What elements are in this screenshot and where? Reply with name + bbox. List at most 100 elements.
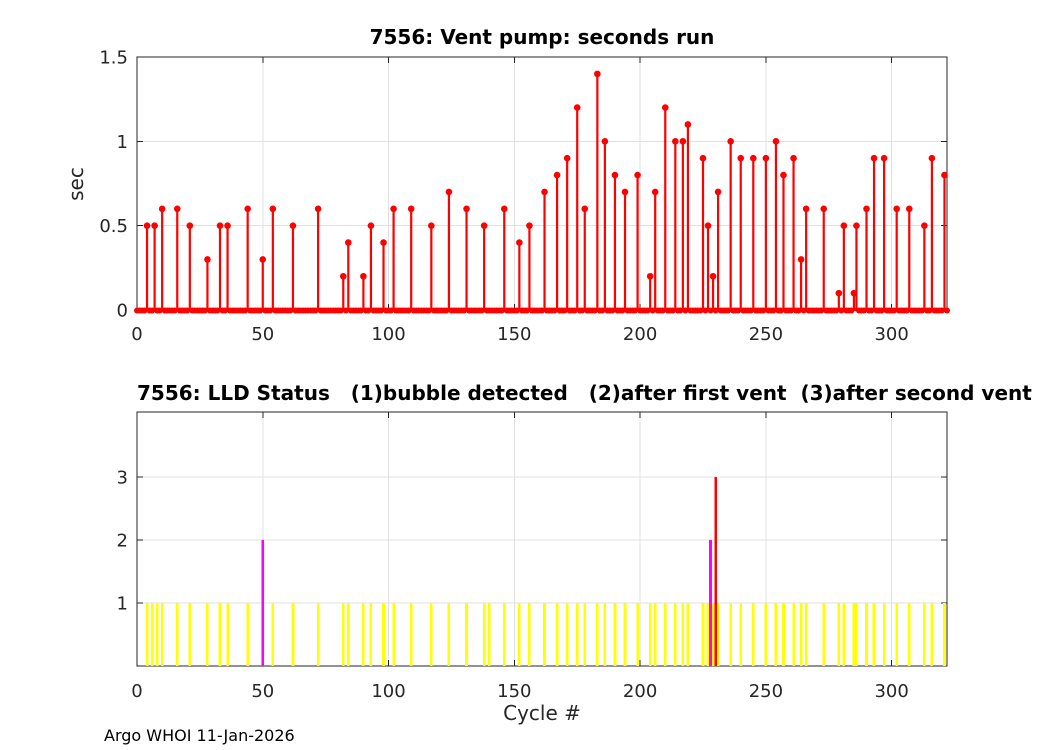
stem-marker [634, 171, 641, 179]
status-1-bar [575, 603, 579, 666]
status-3-bar [714, 477, 717, 666]
stem-marker [269, 205, 277, 213]
status-1-bar [482, 603, 486, 666]
stem-marker [802, 205, 810, 213]
vent-pump-chart-title: 7556: Vent pump: seconds run [369, 25, 715, 49]
stem-marker [905, 205, 913, 213]
stem-marker [289, 222, 297, 229]
lld-status-axes: 0 50 100 150 200 250 300 1 2 3 [117, 411, 948, 702]
stem-marker [780, 171, 787, 179]
status-1-bar [782, 603, 785, 666]
status-1-bar [882, 603, 886, 666]
stem-marker [204, 256, 211, 263]
status-1-bar [291, 603, 295, 666]
stem-marker [216, 222, 224, 229]
status-1-bar [447, 603, 451, 666]
stem-marker [360, 272, 367, 280]
stem-marker [709, 272, 717, 280]
status-1-bar [648, 603, 652, 666]
status-1-bar [246, 603, 249, 666]
x-tick-label: 250 [749, 681, 783, 702]
y-tick-label: 2 [117, 531, 128, 552]
stem-marker [407, 205, 415, 213]
axes-box [136, 56, 948, 311]
status-1-bar [716, 603, 720, 666]
x-tick-label: 300 [874, 681, 908, 702]
status-1-bar [729, 603, 732, 666]
stem-marker [314, 205, 322, 213]
status-1-bar [674, 603, 677, 666]
status-1-bar [155, 603, 159, 666]
status-1-bar [487, 603, 491, 666]
stem-marker [186, 222, 194, 229]
stem-marker [863, 205, 870, 213]
status-1-bar [895, 603, 898, 666]
status-1-bar [341, 603, 345, 666]
status-1-bar [160, 603, 164, 666]
stem-marker [880, 154, 888, 162]
status-1-bar [565, 603, 569, 666]
stem-marker [480, 222, 488, 229]
status-1-bar [923, 603, 926, 666]
x-tick-label: 200 [623, 681, 657, 702]
stem-marker [772, 138, 780, 145]
stem-marker [714, 188, 722, 196]
status-1-bar [596, 603, 599, 666]
status-1-bar [613, 603, 617, 666]
stem-marker [651, 188, 659, 196]
stem-marker [244, 205, 251, 213]
lld-status-chart-title: 7556: LLD Status (1)bubble detected (2)a… [137, 381, 1032, 405]
lld-status-series [145, 477, 946, 666]
stem-marker [594, 70, 601, 78]
stem-marker [581, 205, 589, 213]
stem-marker [553, 171, 561, 179]
status-1-bar [804, 603, 808, 666]
stem-marker [601, 138, 609, 145]
stem-marker [661, 104, 669, 111]
stem-marker [679, 138, 687, 145]
x-tick-label: 100 [371, 324, 405, 345]
x-tick-label: 50 [251, 681, 274, 702]
stem-marker [820, 205, 828, 213]
status-1-bar [603, 603, 607, 666]
stem-marker [173, 205, 181, 213]
stem-marker [339, 272, 347, 280]
status-1-bar [555, 603, 559, 666]
status-1-bar [943, 603, 946, 666]
status-1-bar [369, 603, 373, 666]
status-1-bar [701, 603, 705, 666]
status-1-bar [316, 603, 320, 666]
stem-marker [526, 222, 533, 229]
x-tick-label: 0 [131, 681, 142, 702]
status-1-bar [465, 603, 468, 666]
status-1-bar [206, 603, 209, 666]
status-2-bar [709, 540, 712, 666]
x-tick-label: 250 [749, 324, 783, 345]
vent-pump-axes: 0 50 100 150 200 250 300 0 0.5 1 1.5 [99, 48, 948, 345]
status-1-bar [852, 603, 856, 666]
stem-marker [762, 154, 770, 162]
stem-marker [893, 205, 900, 213]
stem-marker [835, 289, 843, 297]
status-1-bar [543, 603, 546, 666]
x-tick-label: 200 [623, 324, 657, 345]
status-1-bar [382, 603, 385, 666]
status-1-bar [362, 603, 365, 666]
vent-pump-series [134, 70, 950, 314]
stem-marker [921, 222, 928, 229]
status-1-bar [663, 603, 667, 666]
status-1-bar [711, 603, 715, 666]
cycle-axis-label: Cycle # [503, 701, 581, 725]
x-tick-label: 50 [251, 324, 274, 345]
axes-box [136, 411, 948, 667]
stem-marker [790, 154, 797, 162]
figure-footer: Argo WHOI 11-Jan-2026 [104, 726, 295, 745]
stem-marker [259, 256, 267, 263]
status-1-bar [792, 603, 795, 666]
stem-marker [143, 222, 151, 229]
status-1-bar [392, 603, 395, 666]
x-tick-label: 300 [874, 324, 908, 345]
stem-marker [672, 138, 679, 145]
stem-marker [224, 222, 231, 229]
